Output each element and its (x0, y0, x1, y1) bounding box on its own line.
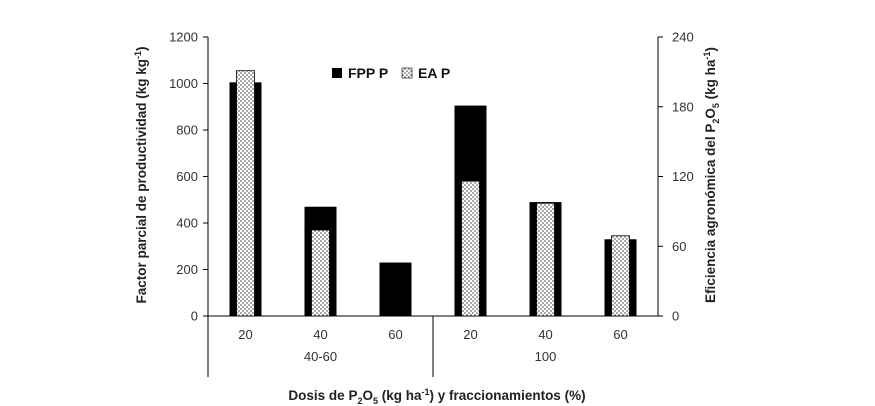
x-tick-label: 40 (313, 327, 327, 342)
group-label: 40-60 (304, 349, 337, 364)
right-tick-label: 180 (672, 99, 694, 114)
bar-ea-p (461, 180, 480, 317)
left-y-ticks: 0 200 400 600 800 1000 1200 (169, 30, 208, 324)
x-axis-title: Dosis de P2O5 (kg ha-1) y fraccionamient… (288, 387, 585, 406)
legend: FPP P EA P (332, 65, 450, 81)
legend-swatch-fpp (332, 68, 342, 78)
left-tick-label: 0 (191, 309, 198, 324)
group-labels: 40-60 100 (304, 349, 556, 364)
right-tick-label: 60 (672, 239, 686, 254)
bar-ea-p (311, 229, 330, 317)
left-tick-label: 1200 (169, 30, 198, 45)
y-left-title: Factor parcial de productividad (kg kg-1… (133, 46, 149, 303)
x-tick-labels: 20 40 60 20 40 60 (238, 327, 627, 342)
legend-swatch-ea (401, 67, 413, 79)
group-label: 100 (535, 349, 557, 364)
legend-label-fpp: FPP P (348, 65, 388, 81)
left-tick-label: 200 (176, 262, 198, 277)
x-tick-label: 60 (388, 327, 402, 342)
bar-ea-p (236, 70, 255, 317)
left-tick-label: 600 (176, 169, 198, 184)
left-tick-label: 400 (176, 216, 198, 231)
legend-label-ea: EA P (418, 65, 450, 81)
bar-ea-p (536, 202, 555, 317)
right-tick-label: 0 (672, 309, 679, 324)
left-tick-label: 800 (176, 123, 198, 138)
x-tick-label: 40 (538, 327, 552, 342)
right-y-ticks: 0 60 120 180 240 (658, 30, 694, 324)
left-tick-label: 1000 (169, 76, 198, 91)
bar-ea-p (611, 235, 630, 317)
x-tick-label: 20 (238, 327, 252, 342)
x-tick-label: 20 (463, 327, 477, 342)
x-tick-label: 60 (613, 327, 627, 342)
bar-fpp-p (379, 262, 412, 316)
right-tick-label: 120 (672, 169, 694, 184)
right-tick-label: 240 (672, 30, 694, 45)
bars (229, 70, 637, 317)
y-right-title: Eficiencia agronómica del P2O5 (kg ha-1) (702, 47, 721, 303)
